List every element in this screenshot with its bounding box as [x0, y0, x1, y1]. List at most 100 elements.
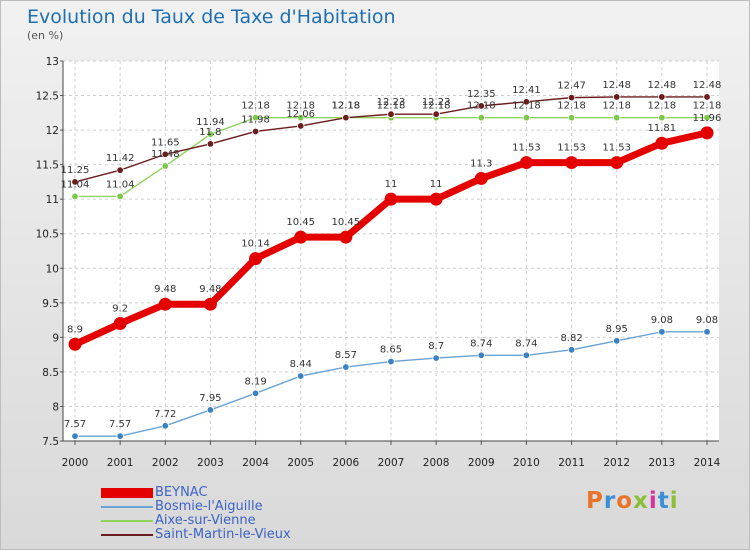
logo-letter: i: [669, 488, 679, 514]
data-label: 10.45: [286, 217, 315, 228]
data-point: [613, 113, 621, 122]
y-tick-label: 7.5: [42, 436, 59, 448]
data-point: [567, 113, 576, 122]
data-label: 9.48: [154, 284, 176, 295]
legend-label: Aixe-sur-Vienne: [155, 513, 256, 528]
data-label: 12.18: [422, 101, 451, 112]
data-label: 12.35: [467, 89, 496, 100]
data-point: [203, 297, 217, 311]
x-tick-label: 2003: [197, 457, 224, 469]
data-point: [206, 130, 215, 138]
data-label: 10.45: [332, 217, 361, 228]
data-label: 12.18: [602, 101, 631, 112]
x-tick-label: 2007: [378, 457, 405, 469]
data-point: [297, 122, 305, 130]
data-point: [522, 113, 531, 122]
data-label: 12.18: [512, 101, 541, 112]
legend-swatch: [101, 520, 153, 522]
data-label: 12.18: [377, 101, 406, 112]
data-point: [522, 98, 531, 106]
data-label: 7.72: [154, 409, 176, 420]
x-tick-label: 2002: [152, 457, 179, 469]
x-tick-label: 2001: [107, 457, 134, 469]
data-point: [565, 156, 579, 170]
y-tick-label: 13: [46, 56, 59, 68]
x-tick-label: 2009: [468, 457, 495, 469]
data-point: [522, 351, 531, 360]
data-point: [161, 150, 169, 158]
data-label: 11.42: [106, 153, 135, 164]
data-label: 11.94: [196, 117, 225, 128]
plot-area: [63, 61, 719, 441]
x-tick-label: 2006: [332, 457, 359, 469]
y-tick-label: 9: [52, 332, 59, 344]
data-label: 8.74: [515, 338, 537, 349]
data-point: [567, 93, 576, 102]
data-point: [387, 110, 395, 118]
data-point: [71, 192, 79, 201]
data-label: 11.04: [106, 179, 135, 190]
data-label: 12.48: [602, 80, 631, 91]
data-label: 11: [430, 179, 443, 190]
data-label: 12.18: [241, 101, 270, 112]
data-point: [161, 422, 169, 430]
data-point: [658, 328, 666, 336]
data-point: [71, 432, 79, 440]
data-label: 9.08: [651, 315, 673, 326]
data-label: 12.48: [693, 80, 722, 91]
data-point: [297, 372, 305, 380]
data-point: [342, 113, 350, 122]
logo-letter: t: [657, 488, 670, 514]
logo-letter: x: [633, 488, 649, 514]
data-point: [251, 113, 260, 122]
data-label: 12.47: [557, 81, 586, 92]
x-tick-label: 2004: [242, 457, 269, 469]
data-label: 12.18: [332, 101, 361, 112]
data-label: 12.23: [422, 97, 451, 108]
data-point: [71, 178, 79, 186]
value-labels: 11.04 11.04 11.48 11.94 12.18 12.18 12.18 12.18…: [61, 80, 722, 430]
proxiti-logo: Proxiti: [586, 488, 679, 514]
data-label: 8.74: [470, 338, 492, 349]
chart-units: (en %): [27, 29, 64, 42]
data-point: [342, 363, 350, 371]
logo-letter: i: [648, 488, 658, 514]
data-point: [116, 166, 124, 174]
data-label: 11.98: [241, 114, 270, 125]
data-point: [658, 113, 666, 122]
data-point: [477, 113, 485, 122]
y-tick-label: 8.5: [42, 367, 59, 379]
data-label: 8.57: [335, 350, 357, 361]
y-tick-label: 8: [52, 401, 59, 413]
x-tick-label: 2014: [694, 457, 721, 469]
data-label: 8.95: [606, 324, 628, 335]
data-label: 12.18: [286, 101, 315, 112]
data-point: [339, 230, 353, 244]
data-label: 12.18: [557, 101, 586, 112]
data-label: 12.06: [286, 109, 315, 120]
data-label: 11.65: [151, 137, 180, 148]
logo-letter: r: [603, 488, 617, 514]
data-point: [251, 127, 260, 136]
data-label: 11.8: [199, 127, 221, 138]
data-label: 12.18: [332, 101, 361, 112]
legend-swatch: [101, 534, 153, 536]
data-label: 9.08: [696, 315, 718, 326]
data-label: 12.18: [467, 101, 496, 112]
data-point: [474, 171, 488, 185]
data-point: [384, 192, 398, 206]
data-point: [700, 126, 714, 140]
data-point: [567, 346, 576, 354]
data-point: [613, 93, 621, 101]
x-tick-label: 2000: [62, 457, 89, 469]
legend-label: BEYNAC: [155, 485, 208, 500]
x-tick-label: 2010: [513, 457, 540, 469]
axes: 7.5 8 8.5 9 9.5 10 10.5 11 11.5 12 12.5 13 2000 2001 2…: [36, 56, 721, 469]
data-label: 11.96: [693, 113, 722, 124]
series-layer: [68, 93, 714, 440]
y-tick-label: 11.5: [36, 160, 59, 172]
logo-letter: o: [616, 488, 634, 514]
x-tick-label: 2013: [648, 457, 675, 469]
data-label: 7.57: [64, 419, 86, 430]
